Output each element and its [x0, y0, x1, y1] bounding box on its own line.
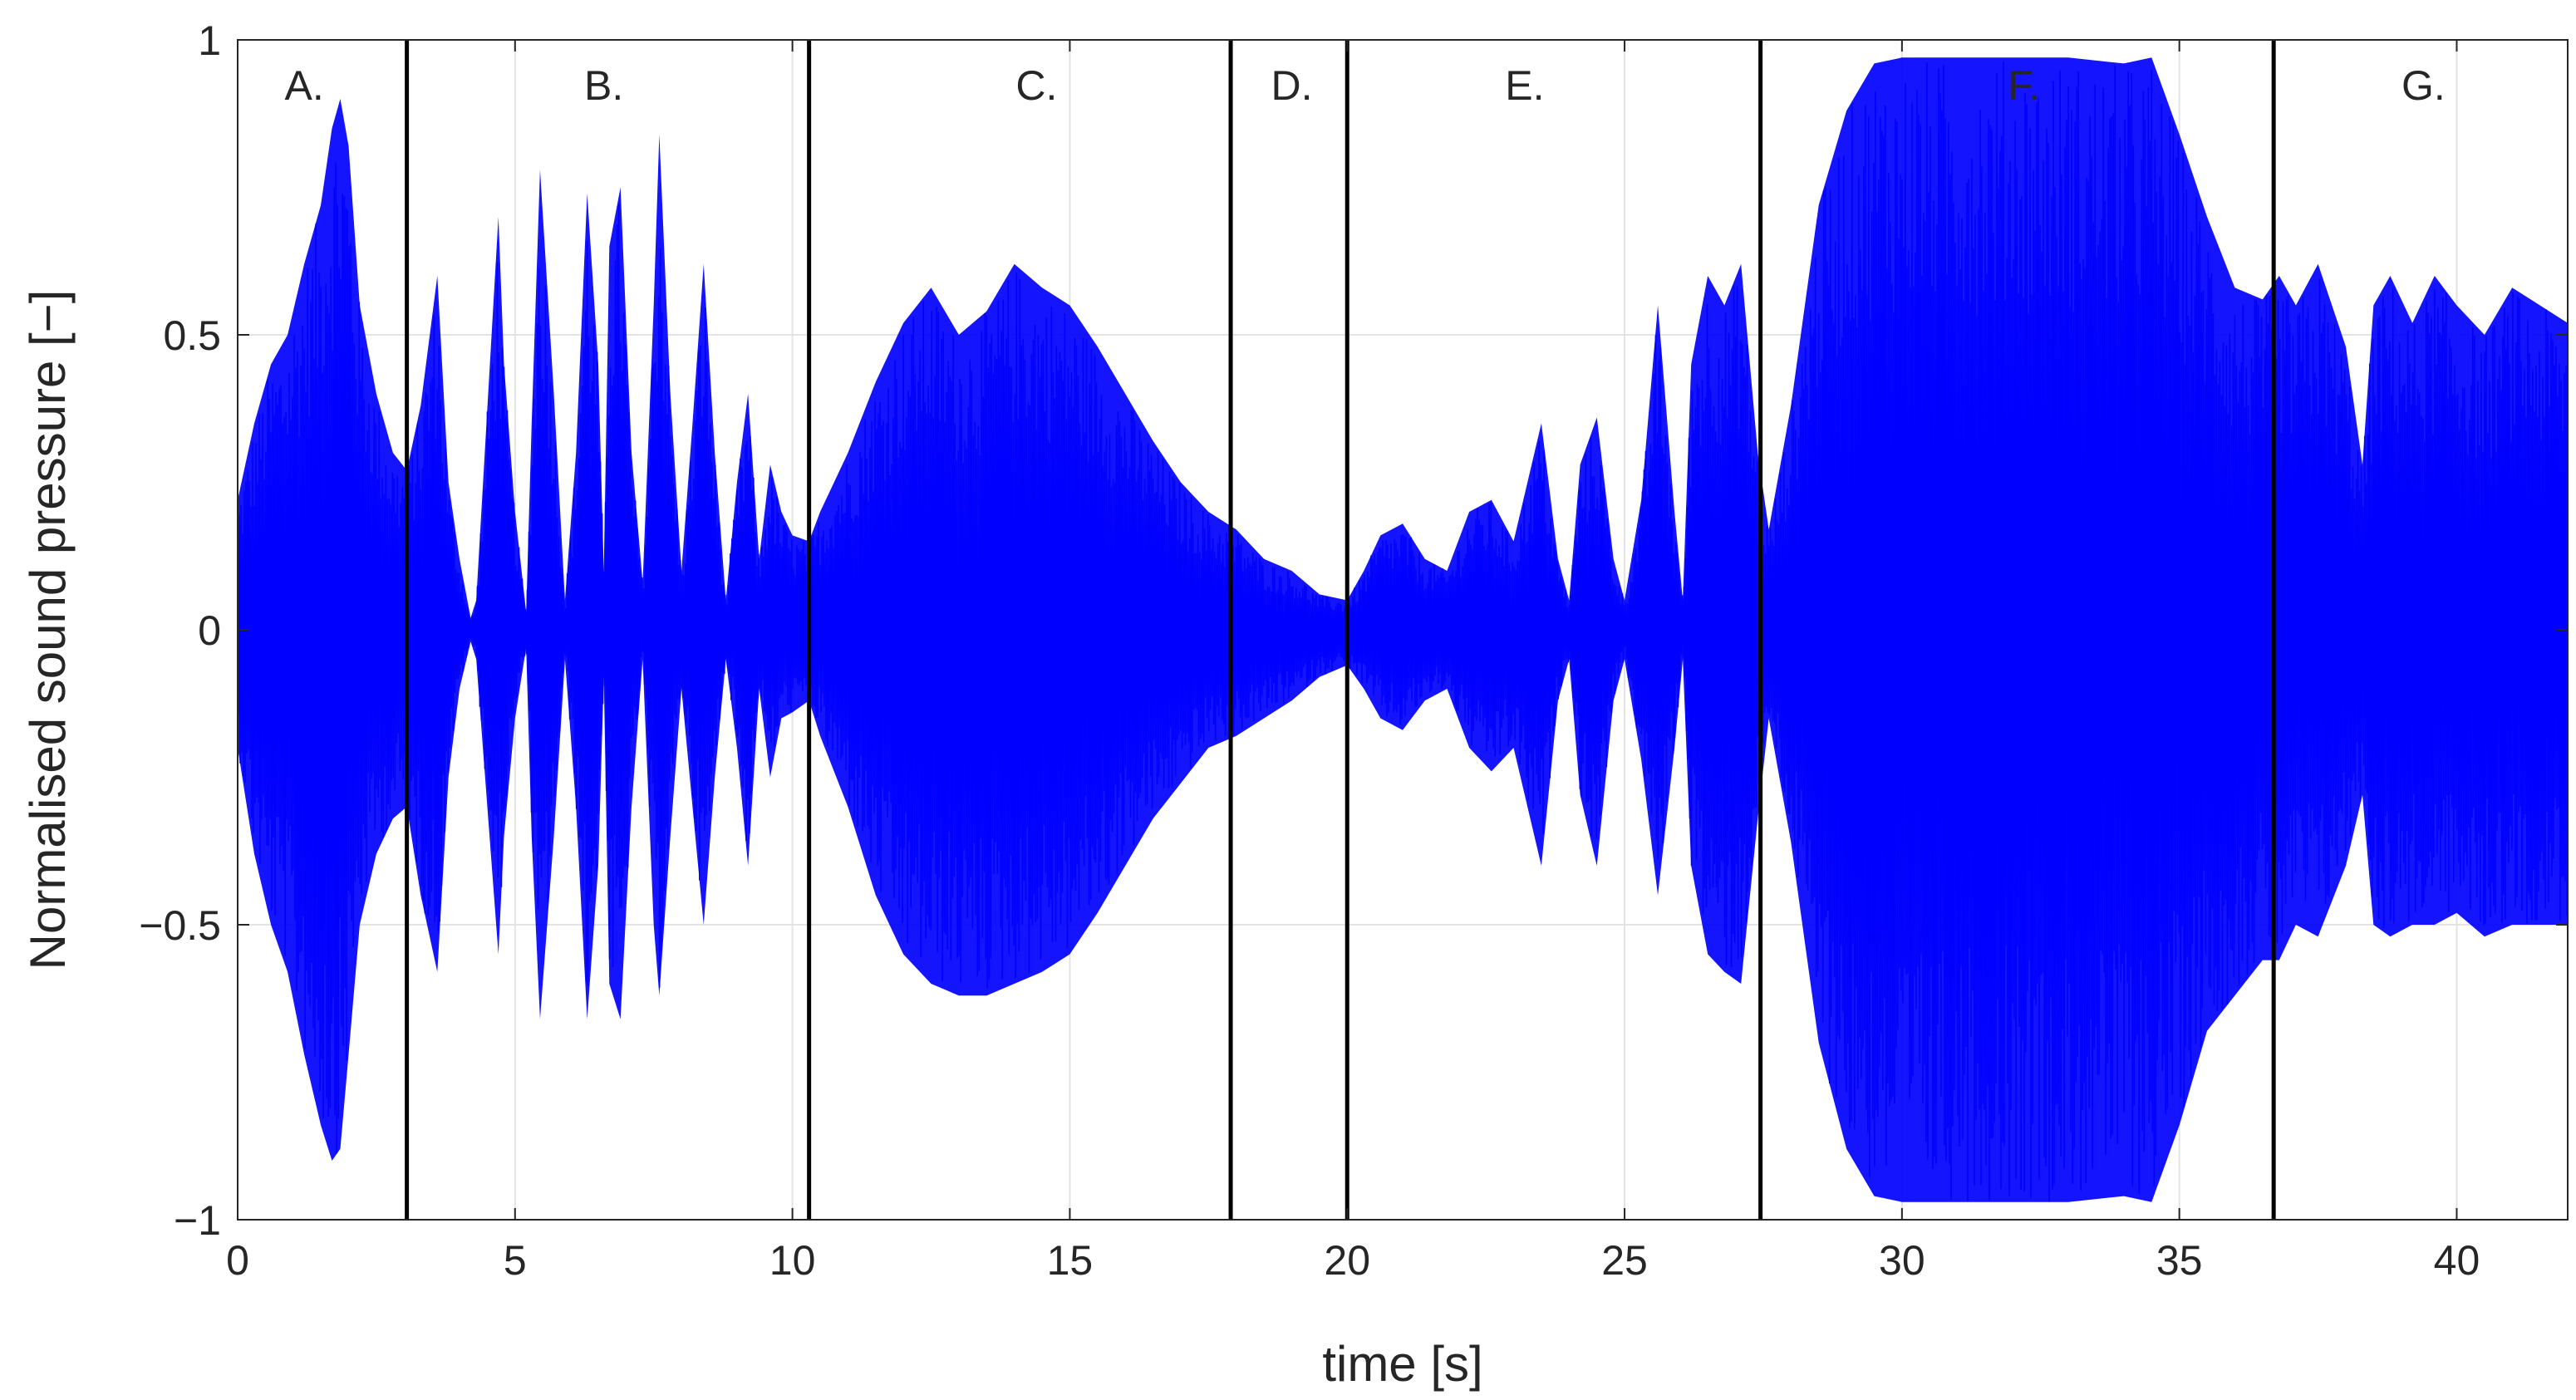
y-tick-label: −1 [174, 1197, 221, 1244]
segment-labels: A. B. C. D. E. F. G. [284, 62, 2445, 109]
y-tick-label: 1 [198, 17, 221, 64]
y-axis-ticks: −1 −0.5 0 0.5 1 [139, 17, 2568, 1244]
x-tick-label: 0 [226, 1237, 249, 1284]
waveform-series-line [237, 61, 2569, 1202]
x-tick-label: 10 [769, 1237, 816, 1284]
x-axis-ticks: 0 5 10 15 20 25 30 35 40 [226, 40, 2480, 1284]
segment-label: A. [284, 62, 323, 109]
x-tick-label: 35 [2156, 1237, 2203, 1284]
segment-label: F. [2008, 62, 2040, 109]
y-tick-label: 0.5 [163, 312, 221, 359]
x-tick-label: 40 [2434, 1237, 2480, 1284]
plot-area [237, 57, 2569, 1202]
x-tick-label: 30 [1879, 1237, 1925, 1284]
x-axis-label: time [s] [1322, 1336, 1482, 1392]
x-tick-label: 25 [1601, 1237, 1648, 1284]
segment-label: C. [1015, 62, 1057, 109]
y-tick-label: −0.5 [139, 902, 221, 949]
x-tick-label: 15 [1047, 1237, 1094, 1284]
y-axis-label: Normalised sound pressure [−] [20, 290, 76, 970]
x-tick-label: 5 [504, 1237, 527, 1284]
segment-boundaries [405, 40, 2276, 1220]
y-tick-label: 0 [198, 607, 221, 654]
segment-label: G. [2401, 62, 2446, 109]
segment-label: B. [584, 62, 623, 109]
segment-label: D. [1271, 62, 1312, 109]
x-tick-label: 20 [1324, 1237, 1370, 1284]
segment-label: E. [1505, 62, 1544, 109]
